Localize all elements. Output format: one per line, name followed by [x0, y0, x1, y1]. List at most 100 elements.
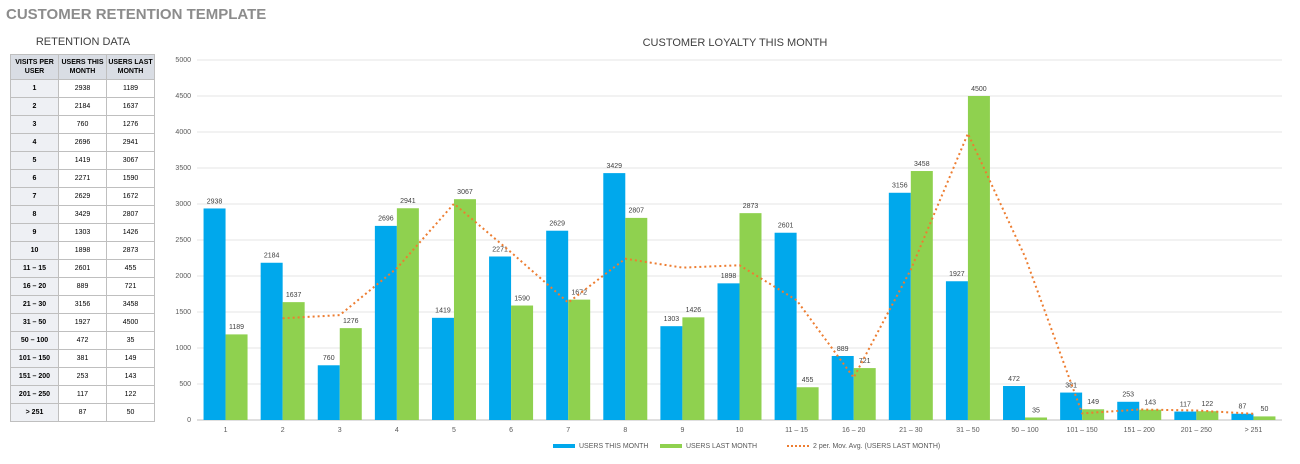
- value-label: 1927: [949, 271, 965, 278]
- legend-label: 2 per. Mov. Avg. (USERS LAST MONTH): [813, 443, 940, 450]
- bar: [374, 225, 397, 420]
- bar: [203, 208, 226, 420]
- bar: [717, 283, 740, 420]
- value-label: 2601: [778, 223, 794, 230]
- bar: [489, 256, 512, 420]
- table-row: 31 – 50 1927 4500: [10, 313, 155, 332]
- table-cell: 50: [106, 403, 155, 422]
- x-tick-label: 1: [224, 427, 228, 434]
- x-tick-label: 6: [509, 427, 513, 434]
- bar: [1139, 409, 1162, 420]
- bar: [682, 317, 705, 420]
- value-label: 253: [1122, 392, 1134, 399]
- header-row: VISITS PER USER USERS THIS MONTH USERS LAS…: [10, 54, 155, 80]
- table-cell: 1: [10, 79, 59, 98]
- value-label: 2629: [549, 221, 565, 228]
- bar: [260, 262, 283, 420]
- bar: [1231, 413, 1254, 420]
- bar: [568, 299, 591, 420]
- x-tick-label: 11 – 15: [785, 427, 808, 434]
- value-label: 122: [1201, 401, 1213, 408]
- value-label: 2271: [492, 246, 508, 253]
- x-tick-label: 10: [736, 427, 744, 434]
- bar: [225, 334, 248, 420]
- table-body: 1 2938 1189 2 2184 1637 3 760 1276 4 2696 2941 5 1419…: [10, 79, 155, 422]
- value-label: 1419: [435, 308, 451, 315]
- bar: [1060, 392, 1083, 420]
- value-label: 2938: [207, 198, 223, 205]
- table-cell: 50 – 100: [10, 331, 59, 350]
- value-label: 2807: [629, 208, 645, 215]
- x-tick-label: 201 – 250: [1181, 427, 1212, 434]
- table-cell: 3: [10, 115, 59, 134]
- value-label: 3458: [914, 161, 930, 168]
- table-cell: 201 – 250: [10, 385, 59, 404]
- value-label: 1590: [514, 295, 530, 302]
- table-cell: 2873: [106, 241, 155, 260]
- x-tick-label: 4: [395, 427, 399, 434]
- x-tick-label: 9: [680, 427, 684, 434]
- bar: [774, 232, 797, 420]
- legend-swatch: [553, 444, 575, 448]
- table-row: 11 – 15 2601 455: [10, 259, 155, 278]
- value-label: 1189: [229, 324, 244, 331]
- bar: [1025, 417, 1048, 420]
- bar: [853, 368, 876, 420]
- bar: [796, 387, 819, 420]
- x-tick-label: 3: [338, 427, 342, 434]
- value-label: 1672: [571, 289, 587, 296]
- bar: [739, 213, 762, 420]
- table-row: 201 – 250 117 122: [10, 385, 155, 404]
- bar: [1003, 386, 1026, 420]
- value-label: 455: [802, 377, 814, 384]
- table-cell: > 251: [10, 403, 59, 422]
- x-tick-label: > 251: [1245, 427, 1263, 434]
- value-label: 3156: [892, 183, 908, 190]
- value-label: 50: [1261, 406, 1269, 413]
- table-cell: 122: [106, 385, 155, 404]
- bar: [317, 365, 340, 420]
- table-cell: 11 – 15: [10, 259, 59, 278]
- x-tick-label: 31 – 50: [956, 427, 979, 434]
- y-tick-label: 5000: [175, 57, 191, 64]
- header-cell: VISITS PER USER: [10, 54, 59, 80]
- table-row: 5 1419 3067: [10, 151, 155, 170]
- header-cell: USERS LAST MONTH: [106, 54, 155, 80]
- bar: [888, 192, 911, 420]
- table-cell: 87: [58, 403, 107, 422]
- table-title: RETENTION DATA: [35, 36, 131, 48]
- legend-label: USERS THIS MONTH: [579, 443, 649, 450]
- value-label: 721: [859, 358, 871, 365]
- value-label: 117: [1180, 401, 1191, 408]
- value-label: 2184: [264, 253, 280, 260]
- table-row: 10 1898 2873: [10, 241, 155, 260]
- bar: [910, 171, 933, 420]
- bar: [1174, 411, 1197, 420]
- value-label: 3067: [457, 189, 473, 196]
- x-tick-label: 101 – 150: [1067, 427, 1098, 434]
- header-cell: USERS THIS MONTH: [58, 54, 107, 80]
- bar: [546, 230, 569, 420]
- x-tick-label: 16 – 20: [842, 427, 865, 434]
- x-tick-label: 8: [623, 427, 627, 434]
- bar: [831, 355, 854, 420]
- value-label: 1303: [664, 316, 680, 323]
- bar: [396, 208, 419, 420]
- x-tick-label: 2: [281, 427, 285, 434]
- bar: [511, 305, 534, 420]
- x-tick-label: 7: [566, 427, 570, 434]
- bar: [431, 317, 454, 420]
- moving-average-line: [282, 131, 1254, 415]
- bar: [339, 328, 362, 420]
- y-tick-label: 3000: [175, 201, 191, 208]
- table-row: 21 – 30 3156 3458: [10, 295, 155, 314]
- value-label: 472: [1008, 376, 1020, 383]
- value-label: 1898: [721, 273, 737, 280]
- y-tick-label: 0: [187, 417, 191, 424]
- y-tick-label: 4500: [175, 93, 191, 100]
- x-tick-label: 50 – 100: [1011, 427, 1038, 434]
- bar: [282, 302, 305, 420]
- value-label: 3429: [607, 163, 623, 170]
